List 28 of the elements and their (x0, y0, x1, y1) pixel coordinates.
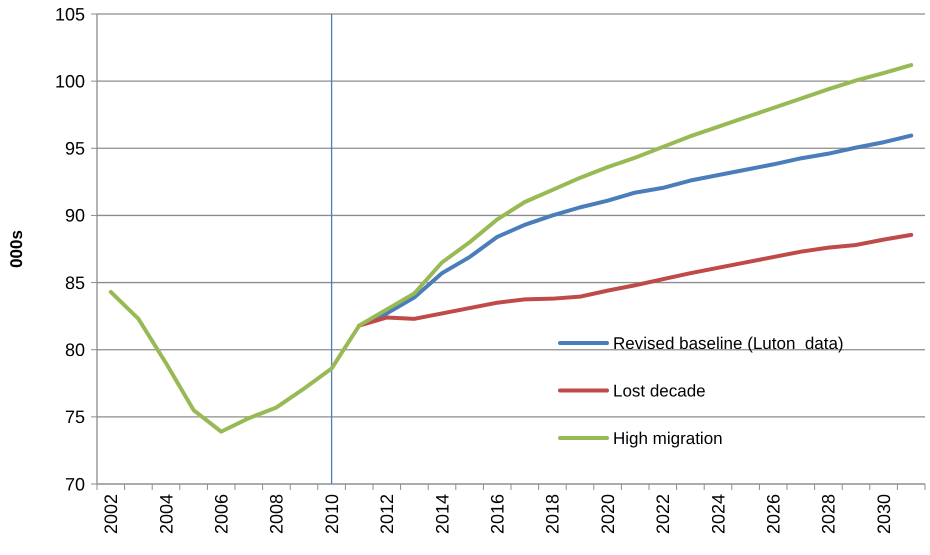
y-tick-label: 80 (64, 340, 85, 360)
y-tick-label: 75 (64, 407, 85, 428)
y-tick-label: 85 (64, 272, 85, 293)
y-tick-label: 90 (64, 206, 85, 226)
line-series (357, 232, 914, 328)
x-tick-label: 2028 (818, 494, 839, 534)
y-tick-label: 70 (64, 474, 85, 494)
x-tick-label: 2022 (653, 494, 674, 534)
x-tick-label: 2014 (432, 494, 452, 534)
x-tick-label: 2008 (266, 494, 287, 534)
x-tick-label: 2020 (598, 494, 618, 534)
x-tick-label: 2018 (542, 494, 563, 534)
y-axis-title: 000s (6, 230, 26, 268)
y-tick-label: 105 (54, 4, 85, 24)
x-tick-label: 2016 (488, 494, 508, 534)
x-tick-label: 2004 (156, 494, 176, 534)
y-tick-label: 95 (64, 138, 85, 159)
x-tick-label: 2026 (764, 494, 784, 534)
legend-label: Lost decade (613, 381, 706, 400)
x-tick-label: 2010 (322, 494, 342, 534)
x-tick-label: 2006 (212, 494, 232, 534)
x-tick-label: 2012 (377, 494, 398, 534)
x-tick-label: 2002 (101, 494, 122, 534)
x-tick-label: 2030 (874, 494, 894, 534)
legend-label: Revised baseline (Luton data) (613, 334, 844, 353)
y-tick-label: 100 (54, 71, 85, 92)
legend-label: High migration (613, 428, 723, 448)
x-tick-label: 2024 (708, 494, 728, 534)
